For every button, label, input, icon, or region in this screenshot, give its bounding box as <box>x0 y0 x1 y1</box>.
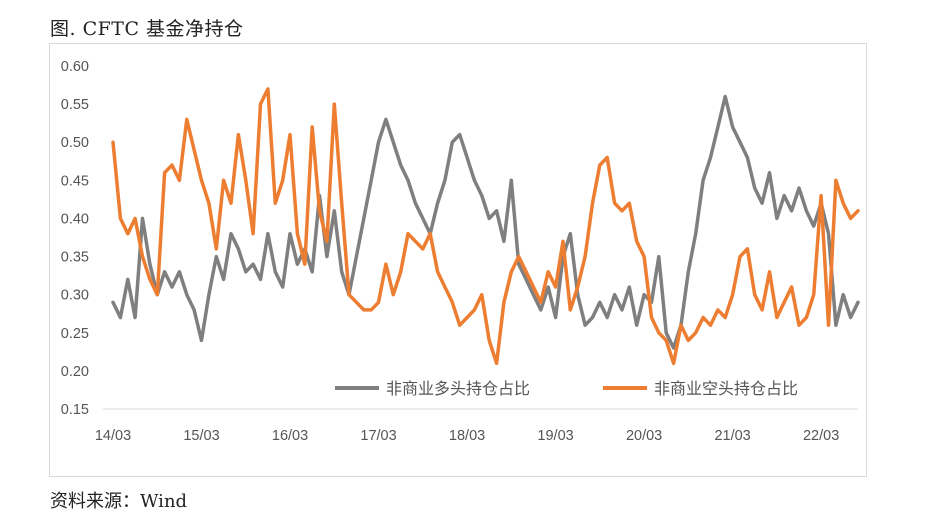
series-line-long <box>111 94 860 350</box>
y-tick-label: 0.60 <box>61 59 89 75</box>
y-tick-label: 0.30 <box>61 288 89 304</box>
figure-title: 图. CFTC 基金净持仓 <box>50 18 244 40</box>
x-tick-label: 17/03 <box>360 428 396 444</box>
x-axis: 14/03 15/03 16/03 17/03 18/03 19/03 20/03 21/03… <box>95 408 858 444</box>
y-tick-label: 0.25 <box>61 326 89 342</box>
y-tick-label: 0.50 <box>61 135 89 151</box>
x-tick-label: 22/03 <box>803 428 839 444</box>
y-tick-label: 0.40 <box>61 211 89 227</box>
y-tick-label: 0.45 <box>61 173 89 189</box>
x-tick-label: 14/03 <box>95 428 131 444</box>
x-tick-label: 16/03 <box>272 428 308 444</box>
x-tick-label: 19/03 <box>537 428 573 444</box>
legend-label: 非商业多头持仓占比 <box>386 379 530 398</box>
x-tick-label: 20/03 <box>626 428 662 444</box>
x-tick-label: 21/03 <box>714 428 750 444</box>
series-line-short <box>111 87 860 366</box>
y-tick-label: 0.55 <box>61 97 89 113</box>
chart-frame <box>49 43 867 477</box>
y-tick-label: 0.15 <box>61 402 89 418</box>
legend-label: 非商业空头持仓占比 <box>654 379 798 398</box>
x-tick-label: 18/03 <box>449 428 485 444</box>
y-tick-label: 0.35 <box>61 250 89 266</box>
legend: 非商业多头持仓占比 非商业空头持仓占比 <box>335 379 798 398</box>
y-tick-label: 0.20 <box>61 364 89 380</box>
series-layer <box>111 87 860 366</box>
source-note: 资料来源：Wind <box>50 491 188 512</box>
y-axis: 0.15 0.20 0.25 0.30 0.35 0.40 0.45 0.50 0.55 0.60 <box>61 59 89 418</box>
x-tick-label: 15/03 <box>183 428 219 444</box>
